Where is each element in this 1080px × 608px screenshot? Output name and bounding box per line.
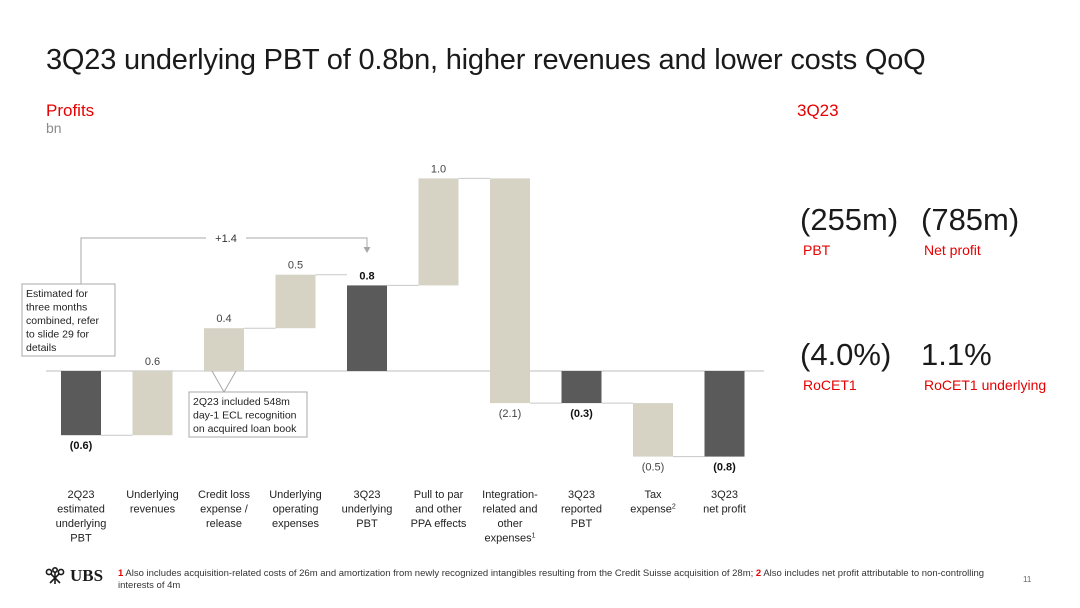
category-label: revenues [130,504,176,516]
kpi-pbt-label: PBT [803,242,831,258]
annotation-1-text: details [26,342,56,354]
footnote-1-number: 1 [118,568,124,579]
kpi-net-profit-label: Net profit [924,242,981,258]
page-number: 11 [1023,575,1032,584]
footnote: 1 Also includes acquisition-related cost… [118,568,998,592]
value-label: 0.6 [145,356,160,368]
category-label: PBT [356,518,378,530]
bar-9 [633,403,673,457]
category-label: expenses [272,518,320,530]
category-label: 3Q23 [711,489,738,501]
kpi-rocet1-underlying-label: RoCET1 underlying [924,377,1047,393]
category-label: related and [482,504,537,516]
annotation-box-1 [21,283,116,357]
bar-4 [275,274,316,329]
annotation-2-text: on acquired loan book [193,423,297,435]
category-label: PBT [571,518,593,530]
category-label: Underlying [126,489,179,501]
footnote-2-text: Also includes net profit attributable to… [118,568,985,591]
ubs-logo-text: UBS [70,566,104,585]
annotation-1-text: three months [26,302,87,314]
category-label: Credit loss [198,489,250,501]
bar-2 [132,371,173,436]
category-label: 2Q23 [68,489,95,501]
bracket-line-left [80,237,206,284]
value-label: 0.8 [359,270,374,282]
value-label: (0.6) [70,440,93,452]
category-label: Integration- [482,489,538,501]
category-label: reported [561,504,602,516]
category-footnote-mark: 2 [672,504,676,511]
category-label: estimated [57,504,105,516]
category-label: expenses1 [485,533,536,545]
footnote-1-text: Also includes acquisition-related costs … [125,568,754,579]
bar-5 [347,285,387,371]
value-label: (0.8) [713,462,736,474]
kpi-pbt-value: (255m) [800,202,899,237]
kpi-net-profit-value: (785m) [921,202,1020,237]
value-label: (2.1) [499,408,522,420]
value-label: 1.0 [431,163,446,175]
bar-8 [561,371,602,404]
annotation-2-text: day-1 ECL recognition [193,410,297,422]
annotation-2-text: 2Q23 included 548m [193,396,290,408]
category-label: Underlying [269,489,322,501]
category-label: Pull to par [414,489,464,501]
footnote-2-number: 2 [755,568,762,579]
bar-3 [204,328,244,371]
category-label: Tax [644,489,662,501]
annotation-1-text: to slide 29 for [26,329,90,341]
kpi-rocet1-label: RoCET1 [803,377,857,393]
page-title: 3Q23 underlying PBT of 0.8bn, higher rev… [46,44,926,76]
category-footnote-mark: 1 [532,533,536,540]
value-label: 0.4 [216,313,231,325]
category-label: other [497,518,522,530]
bar-10 [704,371,745,457]
chart-unit-label: bn [46,120,62,136]
ubs-logo: UBS [44,566,103,586]
category-label: underlying [342,504,393,516]
category-label: underlying [56,518,107,530]
value-label: 0.5 [288,260,303,272]
bracket-label: +1.4 [215,233,237,245]
category-label: 3Q23 [354,489,381,501]
value-label: (0.3) [570,408,593,420]
bar-6 [418,178,459,286]
annotation-1-text: combined, refer [26,315,99,327]
category-label: and other [415,504,462,516]
chart-header-label: Profits [46,101,95,120]
category-label: PPA effects [411,518,467,530]
category-label: release [206,518,242,530]
category-label: expense2 [630,504,676,516]
category-label: expense / [200,504,249,516]
bar-1 [61,371,101,436]
value-label: (0.5) [642,462,665,474]
kpi-rocet1-value: (4.0%) [800,337,892,372]
bracket-line-right [246,237,368,249]
bracket-arrow-icon [363,247,371,253]
bar-7 [490,178,530,404]
category-label: net profit [703,504,746,516]
annotation-1-text: Estimated for [26,288,88,300]
annotation-pointer-2 [211,370,237,394]
category-label: 3Q23 [568,489,595,501]
category-label: operating [273,504,319,516]
kpi-header: 3Q23 [797,101,839,120]
kpi-rocet1-underlying-value: 1.1% [921,337,992,372]
annotation-box-2 [188,391,308,438]
category-label: PBT [70,533,92,545]
ubs-keys-icon [45,567,65,584]
